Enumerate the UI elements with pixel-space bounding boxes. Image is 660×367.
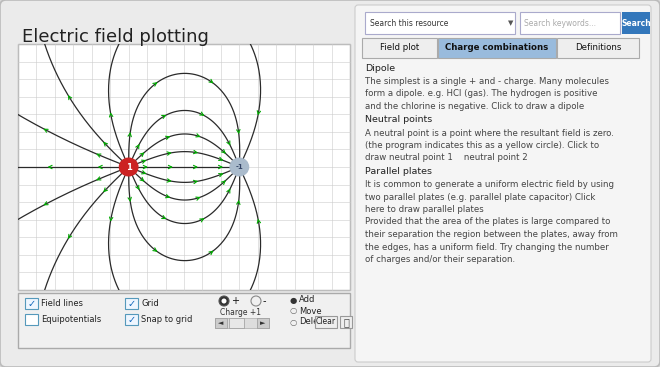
Text: Search keywords...: Search keywords... bbox=[524, 18, 596, 28]
Text: Search: Search bbox=[621, 18, 651, 28]
FancyBboxPatch shape bbox=[315, 316, 337, 328]
Bar bbox=[18, 44, 350, 290]
Text: Charge +1: Charge +1 bbox=[220, 308, 261, 317]
Text: ◄: ◄ bbox=[218, 320, 224, 326]
Text: ○: ○ bbox=[290, 306, 297, 316]
Text: Snap to grid: Snap to grid bbox=[141, 315, 192, 324]
Circle shape bbox=[119, 158, 138, 176]
FancyBboxPatch shape bbox=[215, 318, 227, 328]
Text: 1: 1 bbox=[125, 163, 131, 171]
Bar bbox=[125, 314, 138, 325]
Text: ►: ► bbox=[260, 320, 266, 326]
Text: ▼: ▼ bbox=[508, 20, 513, 26]
Text: Move: Move bbox=[299, 306, 321, 316]
FancyBboxPatch shape bbox=[622, 12, 650, 34]
Text: Neutral points: Neutral points bbox=[365, 116, 432, 124]
Text: ○: ○ bbox=[290, 317, 297, 327]
Text: Electric field plotting: Electric field plotting bbox=[22, 28, 209, 46]
Text: Equipotentials: Equipotentials bbox=[41, 315, 101, 324]
Text: ●: ● bbox=[290, 295, 297, 305]
Text: Clear: Clear bbox=[316, 317, 336, 327]
Text: Add: Add bbox=[299, 295, 315, 305]
Text: ✓: ✓ bbox=[127, 298, 135, 309]
Bar bbox=[25, 314, 38, 325]
Circle shape bbox=[222, 298, 226, 304]
Text: ✓: ✓ bbox=[127, 315, 135, 324]
FancyBboxPatch shape bbox=[355, 5, 651, 362]
Circle shape bbox=[219, 296, 229, 306]
Text: +: + bbox=[231, 296, 239, 306]
FancyBboxPatch shape bbox=[365, 12, 515, 34]
Circle shape bbox=[251, 296, 261, 306]
FancyBboxPatch shape bbox=[557, 38, 639, 58]
Text: The simplest is a single + and - charge. Many molecules
form a dipole. e.g. HCl : The simplest is a single + and - charge.… bbox=[365, 77, 609, 111]
Circle shape bbox=[230, 158, 249, 176]
Bar bbox=[125, 298, 138, 309]
Text: Definitions: Definitions bbox=[575, 44, 621, 52]
Text: It is common to generate a uniform electric field by using
two parallel plates (: It is common to generate a uniform elect… bbox=[365, 180, 618, 264]
FancyBboxPatch shape bbox=[257, 318, 269, 328]
Text: Parallel plates: Parallel plates bbox=[365, 167, 432, 176]
Bar bbox=[215, 318, 269, 328]
Text: -: - bbox=[263, 296, 267, 306]
Text: Delete: Delete bbox=[299, 317, 327, 327]
Text: Field lines: Field lines bbox=[41, 299, 83, 308]
Bar bbox=[229, 318, 244, 328]
Text: A neutral point is a point where the resultant field is zero.
(the program indic: A neutral point is a point where the res… bbox=[365, 128, 614, 163]
Text: Search this resource: Search this resource bbox=[370, 18, 448, 28]
Bar bbox=[25, 298, 38, 309]
Text: ✓: ✓ bbox=[28, 298, 36, 309]
Text: Dipole: Dipole bbox=[365, 64, 395, 73]
FancyBboxPatch shape bbox=[520, 12, 620, 34]
Text: Charge combinations: Charge combinations bbox=[446, 44, 548, 52]
Text: ⤢: ⤢ bbox=[343, 317, 349, 327]
FancyBboxPatch shape bbox=[362, 38, 437, 58]
FancyBboxPatch shape bbox=[340, 316, 352, 328]
Text: -1: -1 bbox=[236, 164, 243, 170]
Text: Grid: Grid bbox=[141, 299, 159, 308]
FancyBboxPatch shape bbox=[438, 38, 556, 58]
Text: Field plot: Field plot bbox=[380, 44, 419, 52]
Bar bbox=[18, 293, 350, 348]
